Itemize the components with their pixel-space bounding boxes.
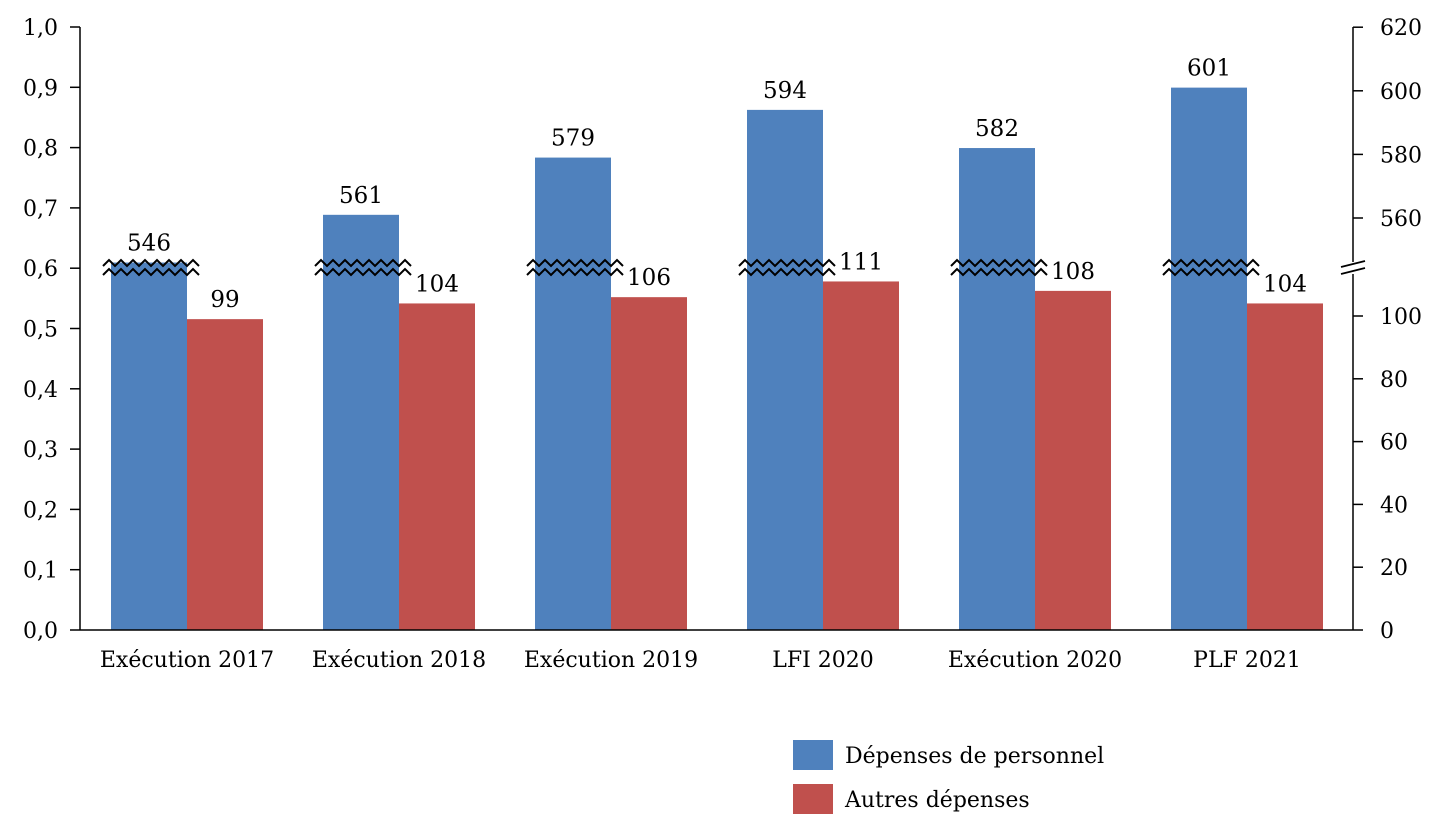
right-tick-label: 600 xyxy=(1380,80,1422,105)
data-label: 594 xyxy=(763,78,807,104)
break-line xyxy=(102,267,200,277)
category-label: PLF 2021 xyxy=(1193,648,1301,673)
legend-swatch xyxy=(793,784,833,814)
data-label: 601 xyxy=(1187,56,1231,82)
left-tick-label: 0,0 xyxy=(23,619,58,644)
left-tick-label: 0,5 xyxy=(23,318,58,343)
bar-autres xyxy=(399,303,475,630)
left-tick-label: 0,8 xyxy=(23,137,58,162)
legend-swatch xyxy=(793,740,833,770)
break-line xyxy=(314,258,412,268)
bar-personnel xyxy=(1171,87,1247,631)
break-line xyxy=(1162,267,1260,277)
data-label: 108 xyxy=(1051,259,1095,285)
data-label: 561 xyxy=(339,183,383,209)
category-label: Exécution 2017 xyxy=(100,648,274,673)
axis-break-marker xyxy=(102,258,200,277)
break-line xyxy=(526,267,624,277)
data-label: 104 xyxy=(1263,271,1307,297)
bar-personnel xyxy=(535,157,611,630)
category-label: LFI 2020 xyxy=(772,648,874,673)
category-label: Exécution 2020 xyxy=(948,648,1122,673)
right-tick-label: 620 xyxy=(1380,16,1422,41)
legend-label: Autres dépenses xyxy=(844,788,1030,813)
bar-personnel xyxy=(111,262,187,630)
bar-autres xyxy=(1035,290,1111,630)
right-tick-label: 580 xyxy=(1380,143,1422,168)
bar-autres xyxy=(1247,303,1323,630)
break-line xyxy=(738,258,836,268)
left-tick-label: 0,1 xyxy=(23,559,58,584)
legend: Dépenses de personnel Autres dépenses xyxy=(793,740,1104,814)
left-tick-label: 0,2 xyxy=(23,498,58,523)
data-label: 111 xyxy=(839,249,883,275)
right-tick-label: 0 xyxy=(1380,619,1394,644)
data-label: 579 xyxy=(551,126,595,152)
data-label: 104 xyxy=(415,271,459,297)
bar-autres xyxy=(611,297,687,630)
right-tick-label: 80 xyxy=(1380,368,1408,393)
bar-autres xyxy=(187,319,263,630)
category-label: Exécution 2018 xyxy=(312,648,486,673)
data-label: 582 xyxy=(975,116,1019,142)
axis-break-gap xyxy=(1351,262,1355,274)
axis-break-marker xyxy=(738,258,836,277)
left-tick-label: 0,6 xyxy=(23,257,58,282)
break-line xyxy=(950,258,1048,268)
axis-break-slash xyxy=(1340,260,1366,268)
break-line xyxy=(738,267,836,277)
axis-break-marker xyxy=(314,258,412,277)
axis-break-marker xyxy=(526,258,624,277)
right-tick-label: 560 xyxy=(1380,207,1422,232)
data-label: 99 xyxy=(210,287,239,313)
axis-break-slash xyxy=(1340,267,1366,275)
data-label: 546 xyxy=(127,231,171,257)
right-tick-label: 20 xyxy=(1380,556,1408,581)
axis-break-marker xyxy=(1162,258,1260,277)
right-tick-label: 100 xyxy=(1380,305,1422,330)
left-tick-label: 0,4 xyxy=(23,378,58,403)
bar-autres xyxy=(823,281,899,630)
right-tick-label: 40 xyxy=(1380,493,1408,518)
left-tick-label: 0,7 xyxy=(23,197,58,222)
break-line xyxy=(102,258,200,268)
break-line xyxy=(314,267,412,277)
bar-personnel xyxy=(959,148,1035,631)
category-label: Exécution 2019 xyxy=(524,648,698,673)
left-tick-label: 0,9 xyxy=(23,76,58,101)
bar-personnel xyxy=(323,214,399,630)
right-tick-label: 60 xyxy=(1380,431,1408,456)
left-tick-label: 1,0 xyxy=(23,16,58,41)
legend-label: Dépenses de personnel xyxy=(845,744,1104,769)
break-line xyxy=(526,258,624,268)
data-label: 106 xyxy=(627,265,671,291)
left-tick-label: 0,3 xyxy=(23,438,58,463)
axis-break-marker xyxy=(950,258,1048,277)
break-line xyxy=(950,267,1048,277)
bar-personnel xyxy=(747,109,823,630)
break-line xyxy=(1162,258,1260,268)
